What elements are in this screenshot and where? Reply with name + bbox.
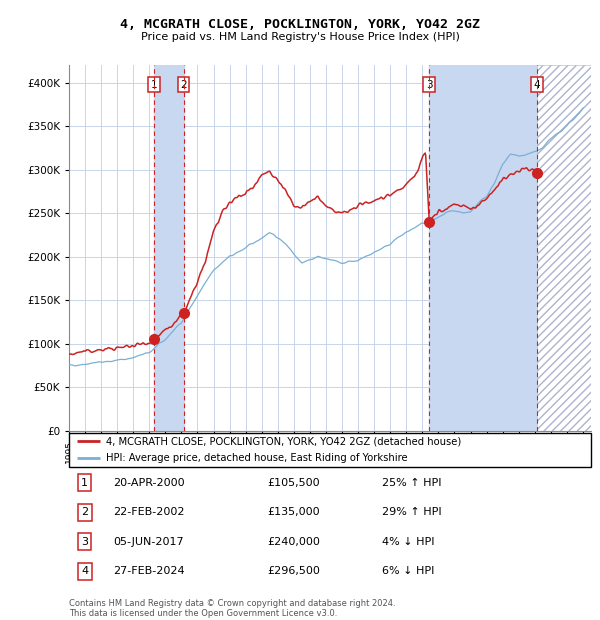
- Text: 1: 1: [151, 80, 157, 90]
- Text: 4, MCGRATH CLOSE, POCKLINGTON, YORK, YO42 2GZ: 4, MCGRATH CLOSE, POCKLINGTON, YORK, YO4…: [120, 18, 480, 30]
- Text: 4: 4: [534, 80, 541, 90]
- Text: 05-JUN-2017: 05-JUN-2017: [113, 537, 184, 547]
- Text: 2: 2: [81, 507, 88, 517]
- Text: 4: 4: [81, 566, 88, 576]
- Text: 1: 1: [81, 478, 88, 488]
- Text: £105,500: £105,500: [268, 478, 320, 488]
- Text: HPI: Average price, detached house, East Riding of Yorkshire: HPI: Average price, detached house, East…: [106, 453, 407, 463]
- Text: Contains HM Land Registry data © Crown copyright and database right 2024.
This d: Contains HM Land Registry data © Crown c…: [69, 599, 395, 618]
- Text: 27-FEB-2024: 27-FEB-2024: [113, 566, 185, 576]
- Text: 4% ↓ HPI: 4% ↓ HPI: [382, 537, 434, 547]
- Text: 3: 3: [81, 537, 88, 547]
- Text: 2: 2: [180, 80, 187, 90]
- Bar: [429, 65, 537, 431]
- Text: 25% ↑ HPI: 25% ↑ HPI: [382, 478, 442, 488]
- Text: 4, MCGRATH CLOSE, POCKLINGTON, YORK, YO42 2GZ (detached house): 4, MCGRATH CLOSE, POCKLINGTON, YORK, YO4…: [106, 436, 461, 446]
- Text: £135,000: £135,000: [268, 507, 320, 517]
- Text: 6% ↓ HPI: 6% ↓ HPI: [382, 566, 434, 576]
- Text: 22-FEB-2002: 22-FEB-2002: [113, 507, 185, 517]
- Text: £240,000: £240,000: [268, 537, 320, 547]
- Text: 29% ↑ HPI: 29% ↑ HPI: [382, 507, 442, 517]
- Text: 20-APR-2000: 20-APR-2000: [113, 478, 185, 488]
- Text: £296,500: £296,500: [268, 566, 320, 576]
- Text: 3: 3: [426, 80, 433, 90]
- Bar: [154, 65, 184, 431]
- Text: Price paid vs. HM Land Registry's House Price Index (HPI): Price paid vs. HM Land Registry's House …: [140, 32, 460, 42]
